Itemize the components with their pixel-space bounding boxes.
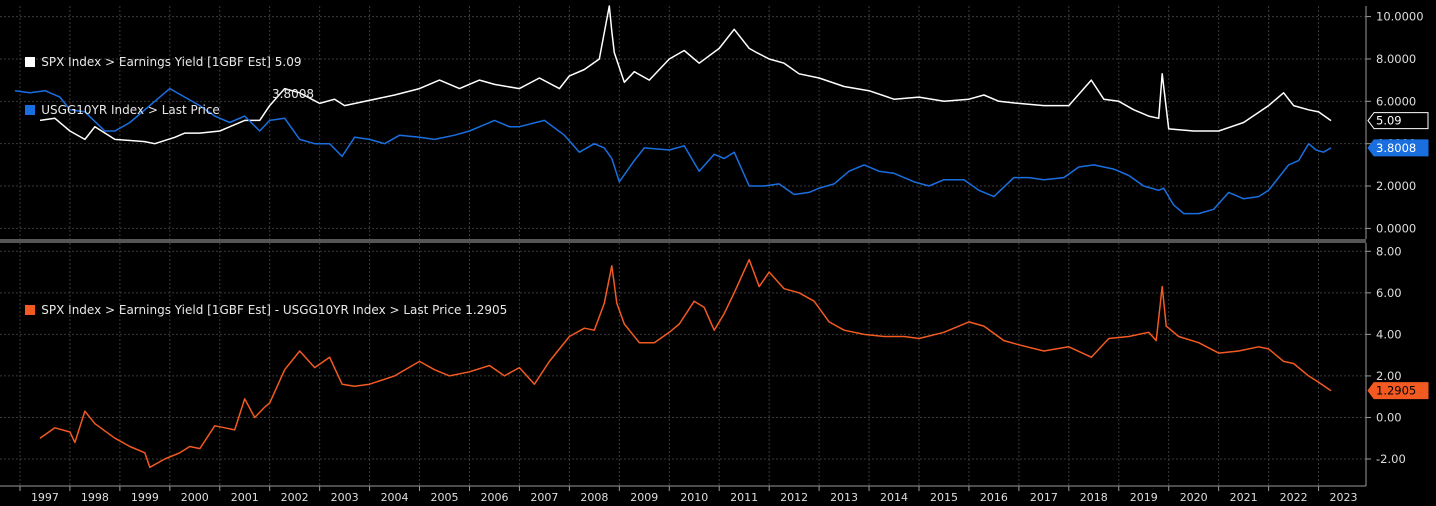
last-value-tag-label: 5.09 bbox=[1376, 114, 1402, 128]
x-tick-label: 1999 bbox=[131, 491, 159, 504]
last-value-tag-label: 3.8008 bbox=[1376, 141, 1416, 155]
x-tick-label: 1998 bbox=[81, 491, 109, 504]
x-tick-label: 2014 bbox=[880, 491, 908, 504]
legend-swatch-blue bbox=[25, 105, 36, 115]
x-tick-label: 2020 bbox=[1180, 491, 1208, 504]
x-tick-label: 2003 bbox=[331, 491, 359, 504]
x-tick-label: 2002 bbox=[281, 491, 309, 504]
top-panel-grid bbox=[0, 6, 1366, 239]
y-tick-label: 0.00 bbox=[1376, 410, 1402, 424]
last-value-tag: 3.8008 bbox=[1367, 139, 1429, 157]
x-tick-label: 2011 bbox=[730, 491, 758, 504]
y-tick-label: 10.0000 bbox=[1376, 10, 1424, 24]
legend-label: SPX Index > Earnings Yield [1GBF Est] bbox=[41, 55, 271, 69]
x-tick-label: 2012 bbox=[780, 491, 808, 504]
x-tick-label: 2004 bbox=[381, 491, 409, 504]
y-tick-label: -2.00 bbox=[1376, 452, 1406, 466]
x-tick-label: 2013 bbox=[830, 491, 858, 504]
legend-entry-spread[interactable]: SPX Index > Earnings Yield [1GBF Est] - … bbox=[10, 286, 507, 317]
legend-label: SPX Index > Earnings Yield [1GBF Est] - … bbox=[41, 303, 462, 317]
y-tick-label: 4.00 bbox=[1376, 327, 1402, 341]
bottom-panel-series bbox=[39, 258, 1332, 469]
y-tick-label: 6.00 bbox=[1376, 286, 1402, 300]
series-line-spx-earnings-yield[interactable] bbox=[39, 5, 1332, 145]
top-legend: SPX Index > Earnings Yield [1GBF Est] 5.… bbox=[10, 6, 314, 118]
y-tick-label: 8.00 bbox=[1376, 244, 1402, 258]
x-tick-label: 2023 bbox=[1330, 491, 1358, 504]
series-line-spread[interactable] bbox=[39, 258, 1332, 469]
legend-value: 5.09 bbox=[274, 55, 302, 69]
last-value-tag-box bbox=[1367, 382, 1429, 400]
x-tick-label: 2019 bbox=[1130, 491, 1158, 504]
x-tick-label: 2017 bbox=[1030, 491, 1058, 504]
top-panel-series bbox=[14, 5, 1332, 215]
x-tick-label: 2022 bbox=[1280, 491, 1308, 504]
y-tick-label: 0.0000 bbox=[1376, 221, 1416, 235]
x-tick-label: 2007 bbox=[530, 491, 558, 504]
top-panel-y-axis: 10.00008.00006.00004.00002.00000.00005.0… bbox=[1365, 6, 1429, 239]
bottom-panel-grid bbox=[0, 243, 1366, 486]
last-value-tag-box bbox=[1367, 139, 1429, 157]
bottom-legend: SPX Index > Earnings Yield [1GBF Est] - … bbox=[10, 254, 507, 318]
x-tick-label: 2006 bbox=[480, 491, 508, 504]
bottom-panel-y-axis: 8.00 6.00 4.00 2.00 0.00 -2.00 1.2905 bbox=[1365, 243, 1429, 486]
panel-divider[interactable] bbox=[0, 239, 1366, 243]
x-tick-label: 1997 bbox=[31, 491, 59, 504]
x-tick-label: 2005 bbox=[431, 491, 459, 504]
legend-entry-usgg10yr[interactable]: USGG10YR Index > Last Price 3.8008 bbox=[10, 86, 314, 117]
series-line-usgg10yr[interactable] bbox=[14, 87, 1332, 215]
x-tick-label: 2015 bbox=[930, 491, 958, 504]
y-tick-label: 6.0000 bbox=[1376, 94, 1416, 108]
y-tick-label: 2.00 bbox=[1376, 369, 1402, 383]
x-tick-label: 2018 bbox=[1080, 491, 1108, 504]
last-value-tag: 5.09 bbox=[1367, 112, 1429, 130]
x-tick-label: 2010 bbox=[680, 491, 708, 504]
legend-swatch-white bbox=[25, 57, 36, 67]
y-tick-label: 2.0000 bbox=[1376, 179, 1416, 193]
legend-value: 3.8008 bbox=[272, 87, 314, 101]
x-tick-label: 2009 bbox=[630, 491, 658, 504]
x-tick-label: 2000 bbox=[181, 491, 209, 504]
x-tick-label: 2021 bbox=[1230, 491, 1258, 504]
last-value-tag-box bbox=[1367, 112, 1429, 130]
last-value-tag: 1.2905 bbox=[1367, 382, 1429, 400]
legend-label: USGG10YR Index > Last Price bbox=[41, 103, 220, 117]
x-tick-label: 2001 bbox=[231, 491, 259, 504]
last-value-tag-label: 1.2905 bbox=[1376, 384, 1416, 398]
legend-entry-spx-earnings-yield[interactable]: SPX Index > Earnings Yield [1GBF Est] 5.… bbox=[10, 38, 301, 69]
legend-value: 1.2905 bbox=[465, 303, 508, 317]
x-tick-label: 2008 bbox=[580, 491, 608, 504]
x-tick-label: 2016 bbox=[980, 491, 1008, 504]
legend-swatch-orange bbox=[25, 305, 36, 315]
x-axis: 1997 1998 1999 2000 2001 2002 2003 2004 2005 2006… bbox=[0, 485, 1366, 504]
y-tick-label: 8.0000 bbox=[1376, 52, 1416, 66]
